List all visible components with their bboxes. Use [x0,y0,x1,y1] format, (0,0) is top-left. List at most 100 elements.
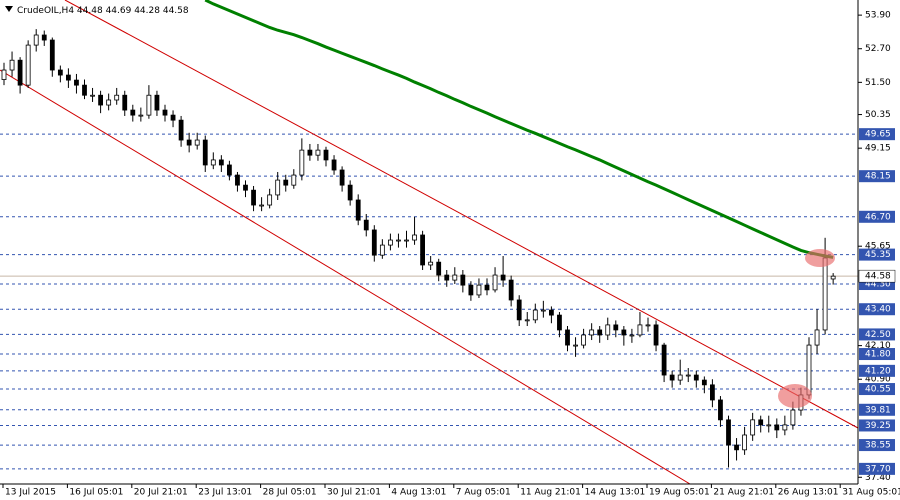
candle-body [283,179,289,186]
candle-body [532,309,538,321]
level-label: 39.81 [865,405,891,415]
last-high: 44.69 [106,6,132,16]
level-label-box [859,170,895,183]
candle-body [581,334,586,346]
candle-body [774,424,780,431]
candle-body [573,344,578,347]
candle-body [436,261,442,276]
candle-body [669,374,675,381]
candle-body [66,74,71,81]
menu-arrow [5,6,13,12]
candle-body [661,344,667,376]
candle-body [693,374,699,381]
candle-body [637,324,643,336]
x-tick-label: 7 Aug 05:01 [456,488,511,498]
candle-body [259,204,265,207]
candle-body [420,234,426,266]
candle-body [468,284,474,296]
level-label-box [859,383,895,396]
candle-body [444,274,450,281]
candle-body [790,409,796,426]
candle-body [726,419,731,446]
candle-body [379,244,385,256]
candle-body [154,94,160,111]
candle-body [90,94,95,97]
candle-body [814,329,820,346]
candle-body [508,279,514,301]
candle-body [355,199,361,221]
candle-body [41,34,47,41]
candle-body [347,184,353,201]
candle-body [138,114,144,117]
candle-body [701,379,707,386]
candle-body [33,34,39,46]
level-label-box [859,328,895,341]
candle-body [371,229,377,256]
candle-body [758,419,764,426]
x-tick-label: 28 Jul 05:01 [263,488,317,498]
x-tick-label: 16 Jul 05:01 [69,488,123,498]
x-tick-label: 21 Aug 21:01 [713,488,774,498]
candle-body [315,149,321,156]
level-label: 49.65 [865,130,891,140]
candle-body [17,59,23,86]
moving-average [204,0,834,259]
candle-body [243,184,248,191]
candle-body [186,139,192,146]
level-label: 45.35 [865,250,891,260]
candle-body [114,94,120,101]
x-tick-label: 11 Aug 21:01 [520,488,581,498]
highlight [805,249,835,267]
candle-body [500,274,506,281]
candle-body [557,314,562,331]
candle-body [428,261,434,266]
highlight [778,384,812,408]
x-tick-label: 23 Jul 13:01 [198,488,252,498]
level-label: 41.20 [865,366,891,376]
candle-body [460,274,466,286]
highlights [778,249,835,408]
candle-body [549,309,554,316]
level-label-box [859,248,895,261]
y-tick-label: 50.35 [865,110,891,120]
candle-body [629,334,635,337]
candle-body [194,139,200,146]
candle-body [218,159,224,166]
candle-body [291,174,297,186]
candle-body [742,434,747,451]
x-tick-label: 19 Aug 05:01 [649,488,710,498]
candle-body [98,94,103,106]
channel [0,0,858,484]
candle-body [685,374,691,377]
x-tick-label: 4 Aug 13:01 [391,488,446,498]
x-tick-label: 30 Jul 21:01 [327,488,381,498]
candle-body [299,149,305,176]
candle-body [540,309,546,312]
candle-body [9,59,15,71]
x-tick-label: 20 Jul 21:01 [134,488,188,498]
y-tick-label: 40.90 [865,375,891,385]
candle-body [210,159,216,166]
candle-body [710,384,715,401]
level-label: 46.70 [865,212,891,222]
candle-body [621,329,627,336]
candle-body [82,84,87,96]
last-open: 44.48 [77,6,103,16]
level-label-box [859,419,895,432]
candle-body [146,94,152,116]
y-tick-label: 45.65 [865,242,891,252]
symbol: CrudeOIL,H4 [17,6,74,16]
channel-lower [0,69,691,484]
candle-body [170,114,176,121]
candle-body [130,109,136,116]
y-tick-label: 49.15 [865,144,891,154]
candle-body [476,284,482,296]
candle-body [162,109,168,116]
candle-body [396,239,401,242]
level-label: 43.40 [865,305,891,315]
candle-body [235,174,240,186]
candle-body [74,79,79,86]
y-tick-label: 51.50 [865,78,891,88]
candle-body [597,329,603,336]
